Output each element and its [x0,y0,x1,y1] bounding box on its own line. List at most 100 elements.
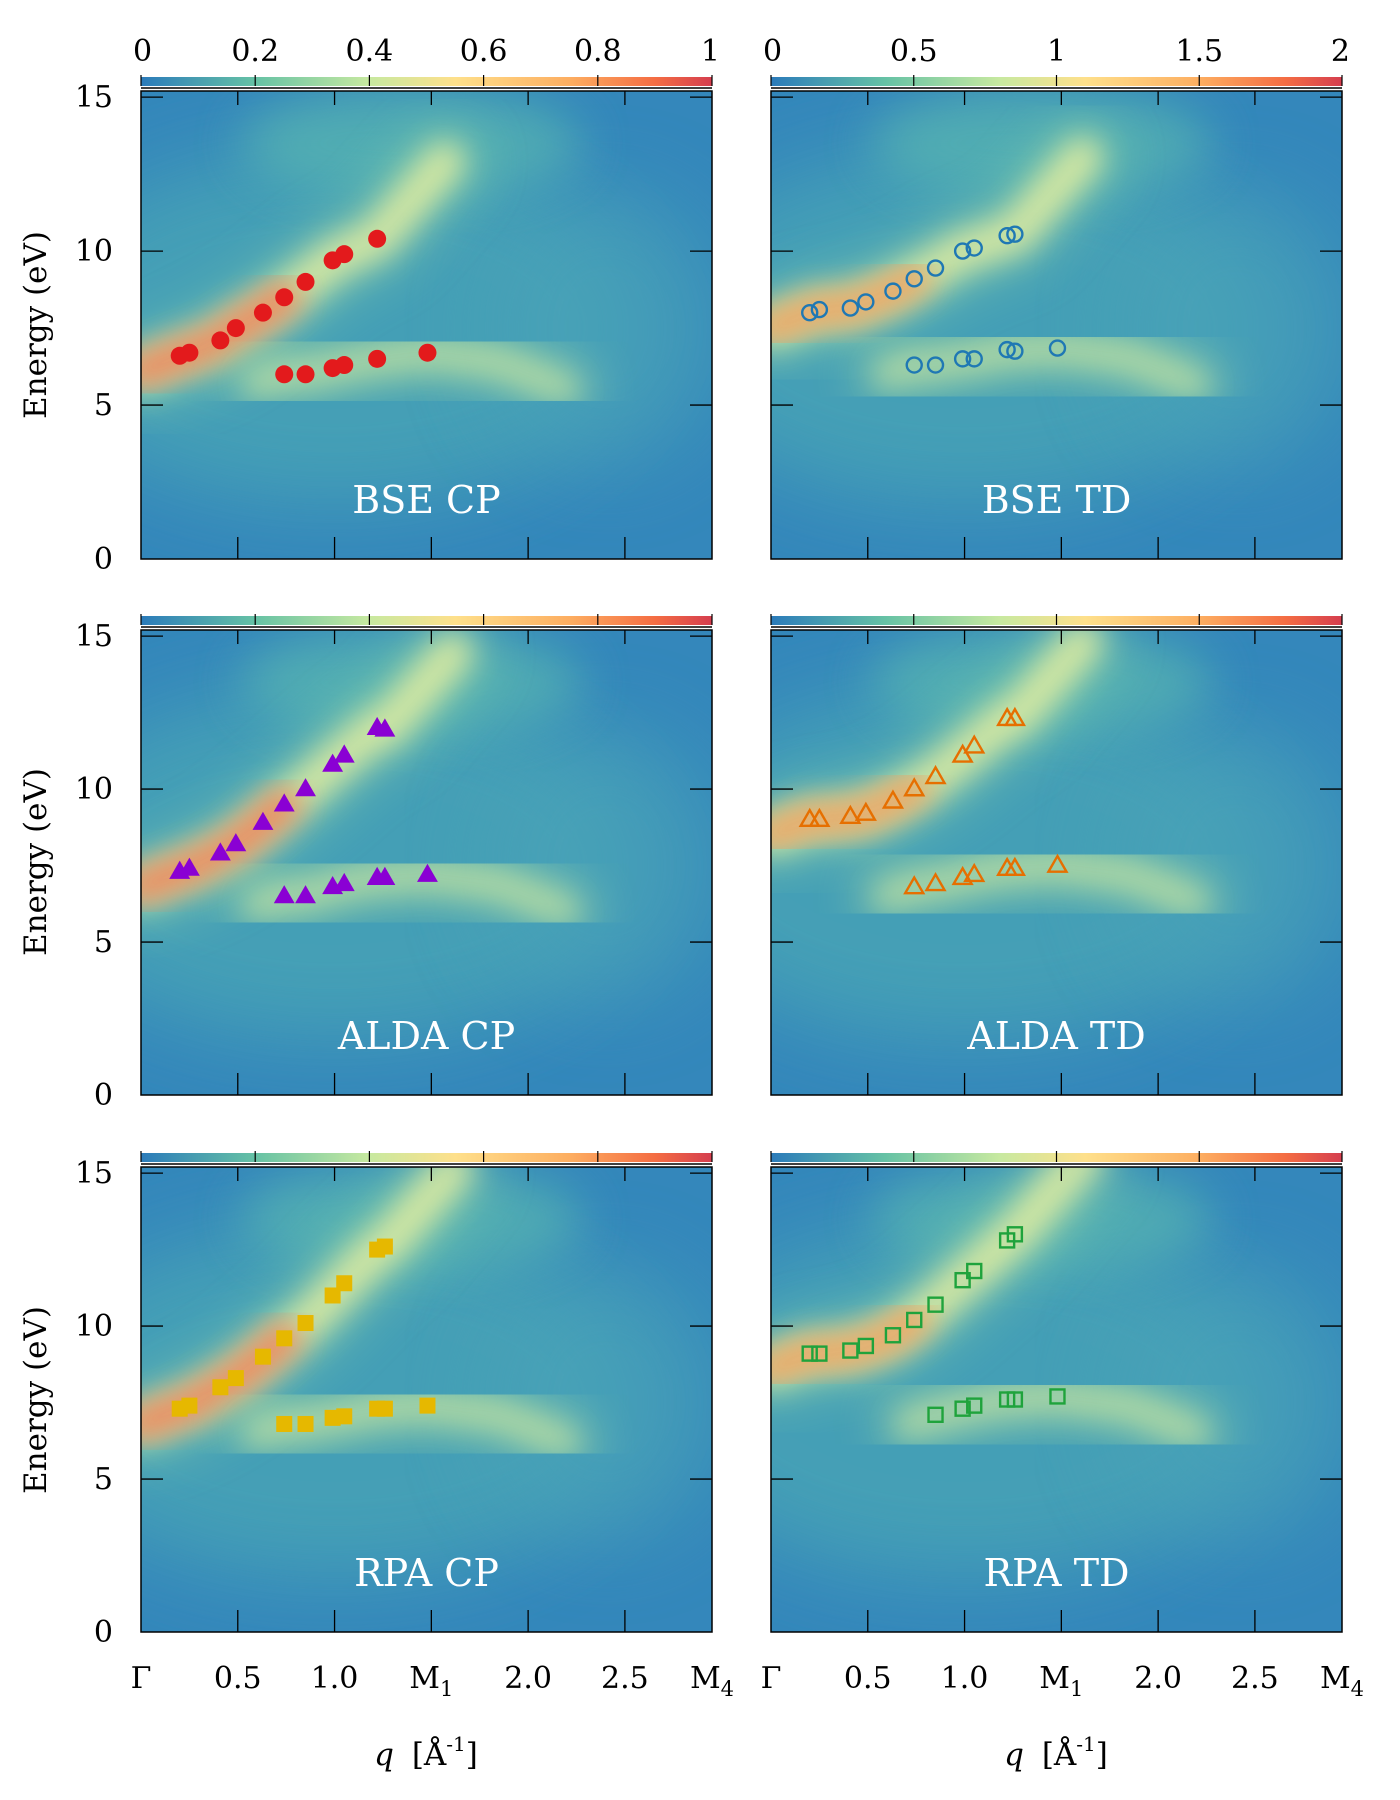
data-point [884,1327,902,1344]
data-point [839,804,862,824]
data-point [905,356,923,374]
data-point [276,1330,293,1347]
colorbar [140,1151,713,1165]
heatmap-glow [479,726,712,1006]
data-point [1006,1391,1024,1408]
colorbar-tick-label: 0.8 [574,34,622,69]
colorbar-tick-label: 0.4 [346,34,394,69]
data-markers [801,225,1067,374]
data-point [1048,339,1067,357]
data-point [965,350,983,368]
x-tick-label: 2.0 [1134,1661,1182,1696]
data-point [276,1415,293,1432]
x-tick-subscript: 1 [440,1677,453,1701]
data-point [324,1287,341,1304]
x-axis-variable: q [374,1737,394,1773]
data-point [881,789,905,809]
data-point [253,303,272,322]
data-point [926,356,945,374]
data-point [905,270,923,288]
panel-label: RPA CP [354,1551,499,1595]
data-point [966,1262,983,1280]
x-tick-label: 0.5 [214,1661,262,1696]
heatmap [771,1167,1342,1632]
data-point [811,1345,828,1362]
panel-label: RPA TD [983,1551,1129,1595]
data-point [368,349,387,368]
data-point [1003,706,1026,727]
y-tick-label: 0 [94,542,113,577]
data-point [924,764,947,785]
colorbar-tick-label: 0.6 [460,34,508,69]
panel-bse-td: 0 0.5 1 1.5 2 BSE TD [763,34,1350,560]
data-point [296,272,315,291]
colorbar-strip [141,77,712,86]
heatmap [141,630,712,1095]
colorbar-tick-label: 0 [133,34,152,69]
data-point [295,885,316,904]
data-point [376,1238,393,1255]
x-axis-title-left: q [Å-1] [374,1732,478,1773]
panel-label: BSE CP [352,478,500,522]
data-point [211,331,230,350]
data-point [903,777,926,797]
x-tick-label: Γ [761,1661,782,1696]
heatmap-lower-ridge-core [874,854,1208,914]
panel-rpa-td: Γ 0.5 1.0 M1 2.0 2.5 M4 RPA TD [761,1151,1364,1701]
data-point [1006,1226,1024,1243]
data-point [801,1345,818,1362]
data-markers [798,706,1069,895]
data-markers [801,1226,1066,1423]
y-axis-title-row3: Energy (eV) [18,1306,54,1494]
data-point [209,842,231,861]
panel-alda-td: ALDA TD [770,614,1343,1096]
data-point [998,227,1016,245]
x-tick-label: 2.5 [601,1661,649,1696]
plot-frame [770,90,1343,560]
data-point [1006,342,1024,360]
colorbar-strip [141,616,712,625]
colorbar-tick-label: 1.5 [1175,34,1223,69]
data-point [275,365,294,384]
data-point [335,245,354,264]
colorbar-tick-label: 0.5 [890,34,938,69]
heatmap-glow [1109,726,1342,1006]
data-point [808,807,831,828]
axes-frame: 0 5 10 15 Γ 0.5 1.0 M1 2.0 2.5 M4 [75,1156,734,1701]
heatmap-lower-ridge-core [244,1394,578,1454]
colorbar [770,1151,1343,1165]
data-point [1049,1388,1066,1405]
y-axis-title-row2: Energy (eV) [18,768,54,956]
data-point [1046,853,1069,873]
axes-frame: 0 5 10 15 [75,80,713,577]
data-point [212,1379,229,1396]
panel-bse-cp: 0 0.2 0.4 0.6 0.8 1 0 5 10 15 BSE CP [75,34,720,577]
data-point [924,872,947,892]
axes-frame [770,629,1343,1096]
data-point [254,1348,271,1365]
y-tick-label: 15 [75,1156,113,1191]
plot-frame [770,1166,1343,1633]
data-point [336,1408,353,1425]
data-point [417,863,438,882]
y-tick-label: 0 [94,1615,113,1650]
data-point [419,1397,436,1414]
colorbar: 0 0.2 0.4 0.6 0.8 1 [133,34,720,89]
data-point [178,857,200,876]
data-point [418,343,437,362]
data-point [998,340,1016,359]
data-point [335,356,354,375]
data-point [1006,225,1024,243]
colorbar-tick-label: 0.2 [231,34,279,69]
y-tick-label: 15 [75,80,113,115]
colorbar-tick-label: 0 [763,34,782,69]
heatmap-lower-ridge-core [874,337,1208,397]
heatmap-field [141,630,712,1095]
plot-frame [770,629,1343,1096]
data-point [376,1400,393,1417]
colorbar-tick-label: 2 [1331,34,1350,69]
y-tick-label: 10 [75,772,113,807]
data-point [926,259,945,277]
panel-alda-cp: 0 5 10 15 ALDA CP [75,614,713,1113]
